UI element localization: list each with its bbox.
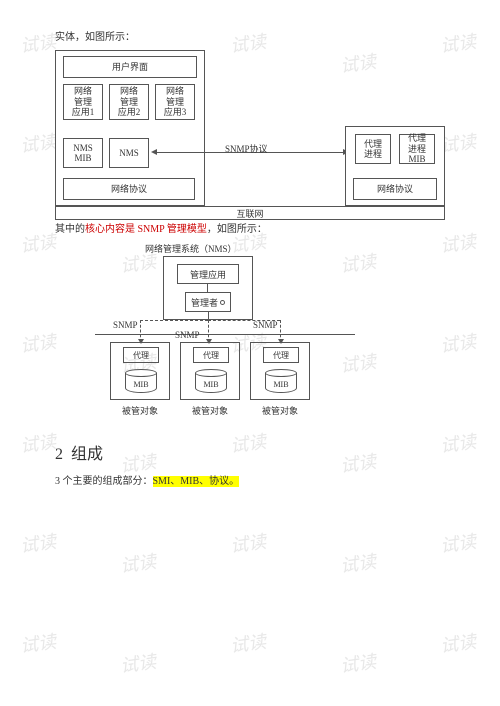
mgr-label: 管理者 bbox=[191, 296, 218, 309]
paragraph-1: 实体，如图所示： bbox=[55, 30, 445, 46]
proto-left-box: 网络协议 bbox=[63, 178, 195, 200]
p2-core: 核心内容是 SNMP 管理模型 bbox=[85, 224, 207, 235]
snmp-arrow-1 bbox=[140, 320, 141, 342]
nms-mib-box: NMS MIB bbox=[63, 138, 103, 168]
p3-a: 3 个主要的组成部分： bbox=[55, 476, 153, 487]
ui-box: 用户界面 bbox=[63, 56, 197, 78]
agent-mib-box: 代理 进程 MIB bbox=[399, 134, 435, 164]
mg-app-box: 管理应用 bbox=[177, 264, 239, 284]
watermark: 试读 bbox=[438, 528, 477, 559]
app2-box: 网络 管理 应用2 bbox=[109, 84, 149, 120]
app1-box: 网络 管理 应用1 bbox=[63, 84, 103, 120]
mib-top-1 bbox=[125, 369, 157, 377]
watermark: 试读 bbox=[228, 628, 267, 659]
snmp-arrow-3 bbox=[280, 320, 281, 342]
obj-lbl-1: 被管对象 bbox=[110, 404, 170, 417]
agent-3: 代理 bbox=[263, 347, 299, 363]
fan-line-1 bbox=[140, 320, 208, 321]
p2-a: 其中的 bbox=[55, 224, 85, 235]
mgr-box: 管理者 bbox=[185, 292, 231, 312]
mib-cyl-3: MIB bbox=[265, 369, 297, 393]
watermark: 试读 bbox=[118, 648, 157, 679]
paragraph-2: 其中的核心内容是 SNMP 管理模型，如图所示： bbox=[55, 222, 445, 238]
watermark: 试读 bbox=[118, 548, 157, 579]
watermark: 试读 bbox=[18, 628, 57, 659]
app3-box: 网络 管理 应用3 bbox=[155, 84, 195, 120]
snmp-arrow-label: SNMP协议 bbox=[225, 142, 268, 155]
snmp-lbl-2: SNMP bbox=[175, 330, 200, 340]
section-2-num: 2 bbox=[55, 446, 63, 463]
diagram-snmp-arch: 用户界面 网络 管理 应用1 网络 管理 应用2 网络 管理 应用3 NMS M… bbox=[55, 50, 445, 220]
obj-lbl-3: 被管对象 bbox=[250, 404, 310, 417]
section-2-heading: 2 组成 bbox=[55, 440, 445, 464]
snmp-lbl-1: SNMP bbox=[113, 320, 138, 330]
diagram-snmp-model: 网络管理系统（NMS） 管理应用 管理者 SNMP SNMP SNMP 代理 M… bbox=[95, 242, 355, 422]
mgr-drop-line bbox=[208, 312, 209, 320]
mib-cyl-1: MIB bbox=[125, 369, 157, 393]
managed-obj-1: 代理 MIB bbox=[110, 342, 170, 400]
mib-top-3 bbox=[265, 369, 297, 377]
nms-box: NMS bbox=[109, 138, 149, 168]
mib-cyl-2: MIB bbox=[195, 369, 227, 393]
p2-c: ，如图所示： bbox=[207, 224, 267, 235]
section-2-title: 组成 bbox=[71, 446, 103, 463]
paragraph-3: 3 个主要的组成部分：SMI、MIB、协议。 bbox=[55, 474, 445, 490]
watermark: 试读 bbox=[18, 528, 57, 559]
mib-top-2 bbox=[195, 369, 227, 377]
mgr-conn-line bbox=[207, 284, 208, 292]
managed-obj-2: 代理 MIB bbox=[180, 342, 240, 400]
managed-obj-3: 代理 MIB bbox=[250, 342, 310, 400]
agent-1: 代理 bbox=[123, 347, 159, 363]
agent-box: 代理 进程 bbox=[355, 134, 391, 164]
obj-lbl-2: 被管对象 bbox=[180, 404, 240, 417]
nms-title: 网络管理系统（NMS） bbox=[145, 242, 237, 255]
p3-highlight: SMI、MIB、协议。 bbox=[153, 476, 240, 487]
snmp-arrow-2 bbox=[208, 320, 209, 342]
watermark: 试读 bbox=[438, 628, 477, 659]
watermark: 试读 bbox=[228, 528, 267, 559]
watermark: 试读 bbox=[338, 648, 377, 679]
internet-box: 互联网 bbox=[55, 206, 445, 220]
horizontal-boundary bbox=[95, 334, 355, 335]
agent-2: 代理 bbox=[193, 347, 229, 363]
proto-right-box: 网络协议 bbox=[353, 178, 437, 200]
mgr-circle-icon bbox=[220, 300, 225, 305]
watermark: 试读 bbox=[338, 548, 377, 579]
snmp-lbl-3: SNMP bbox=[253, 320, 278, 330]
